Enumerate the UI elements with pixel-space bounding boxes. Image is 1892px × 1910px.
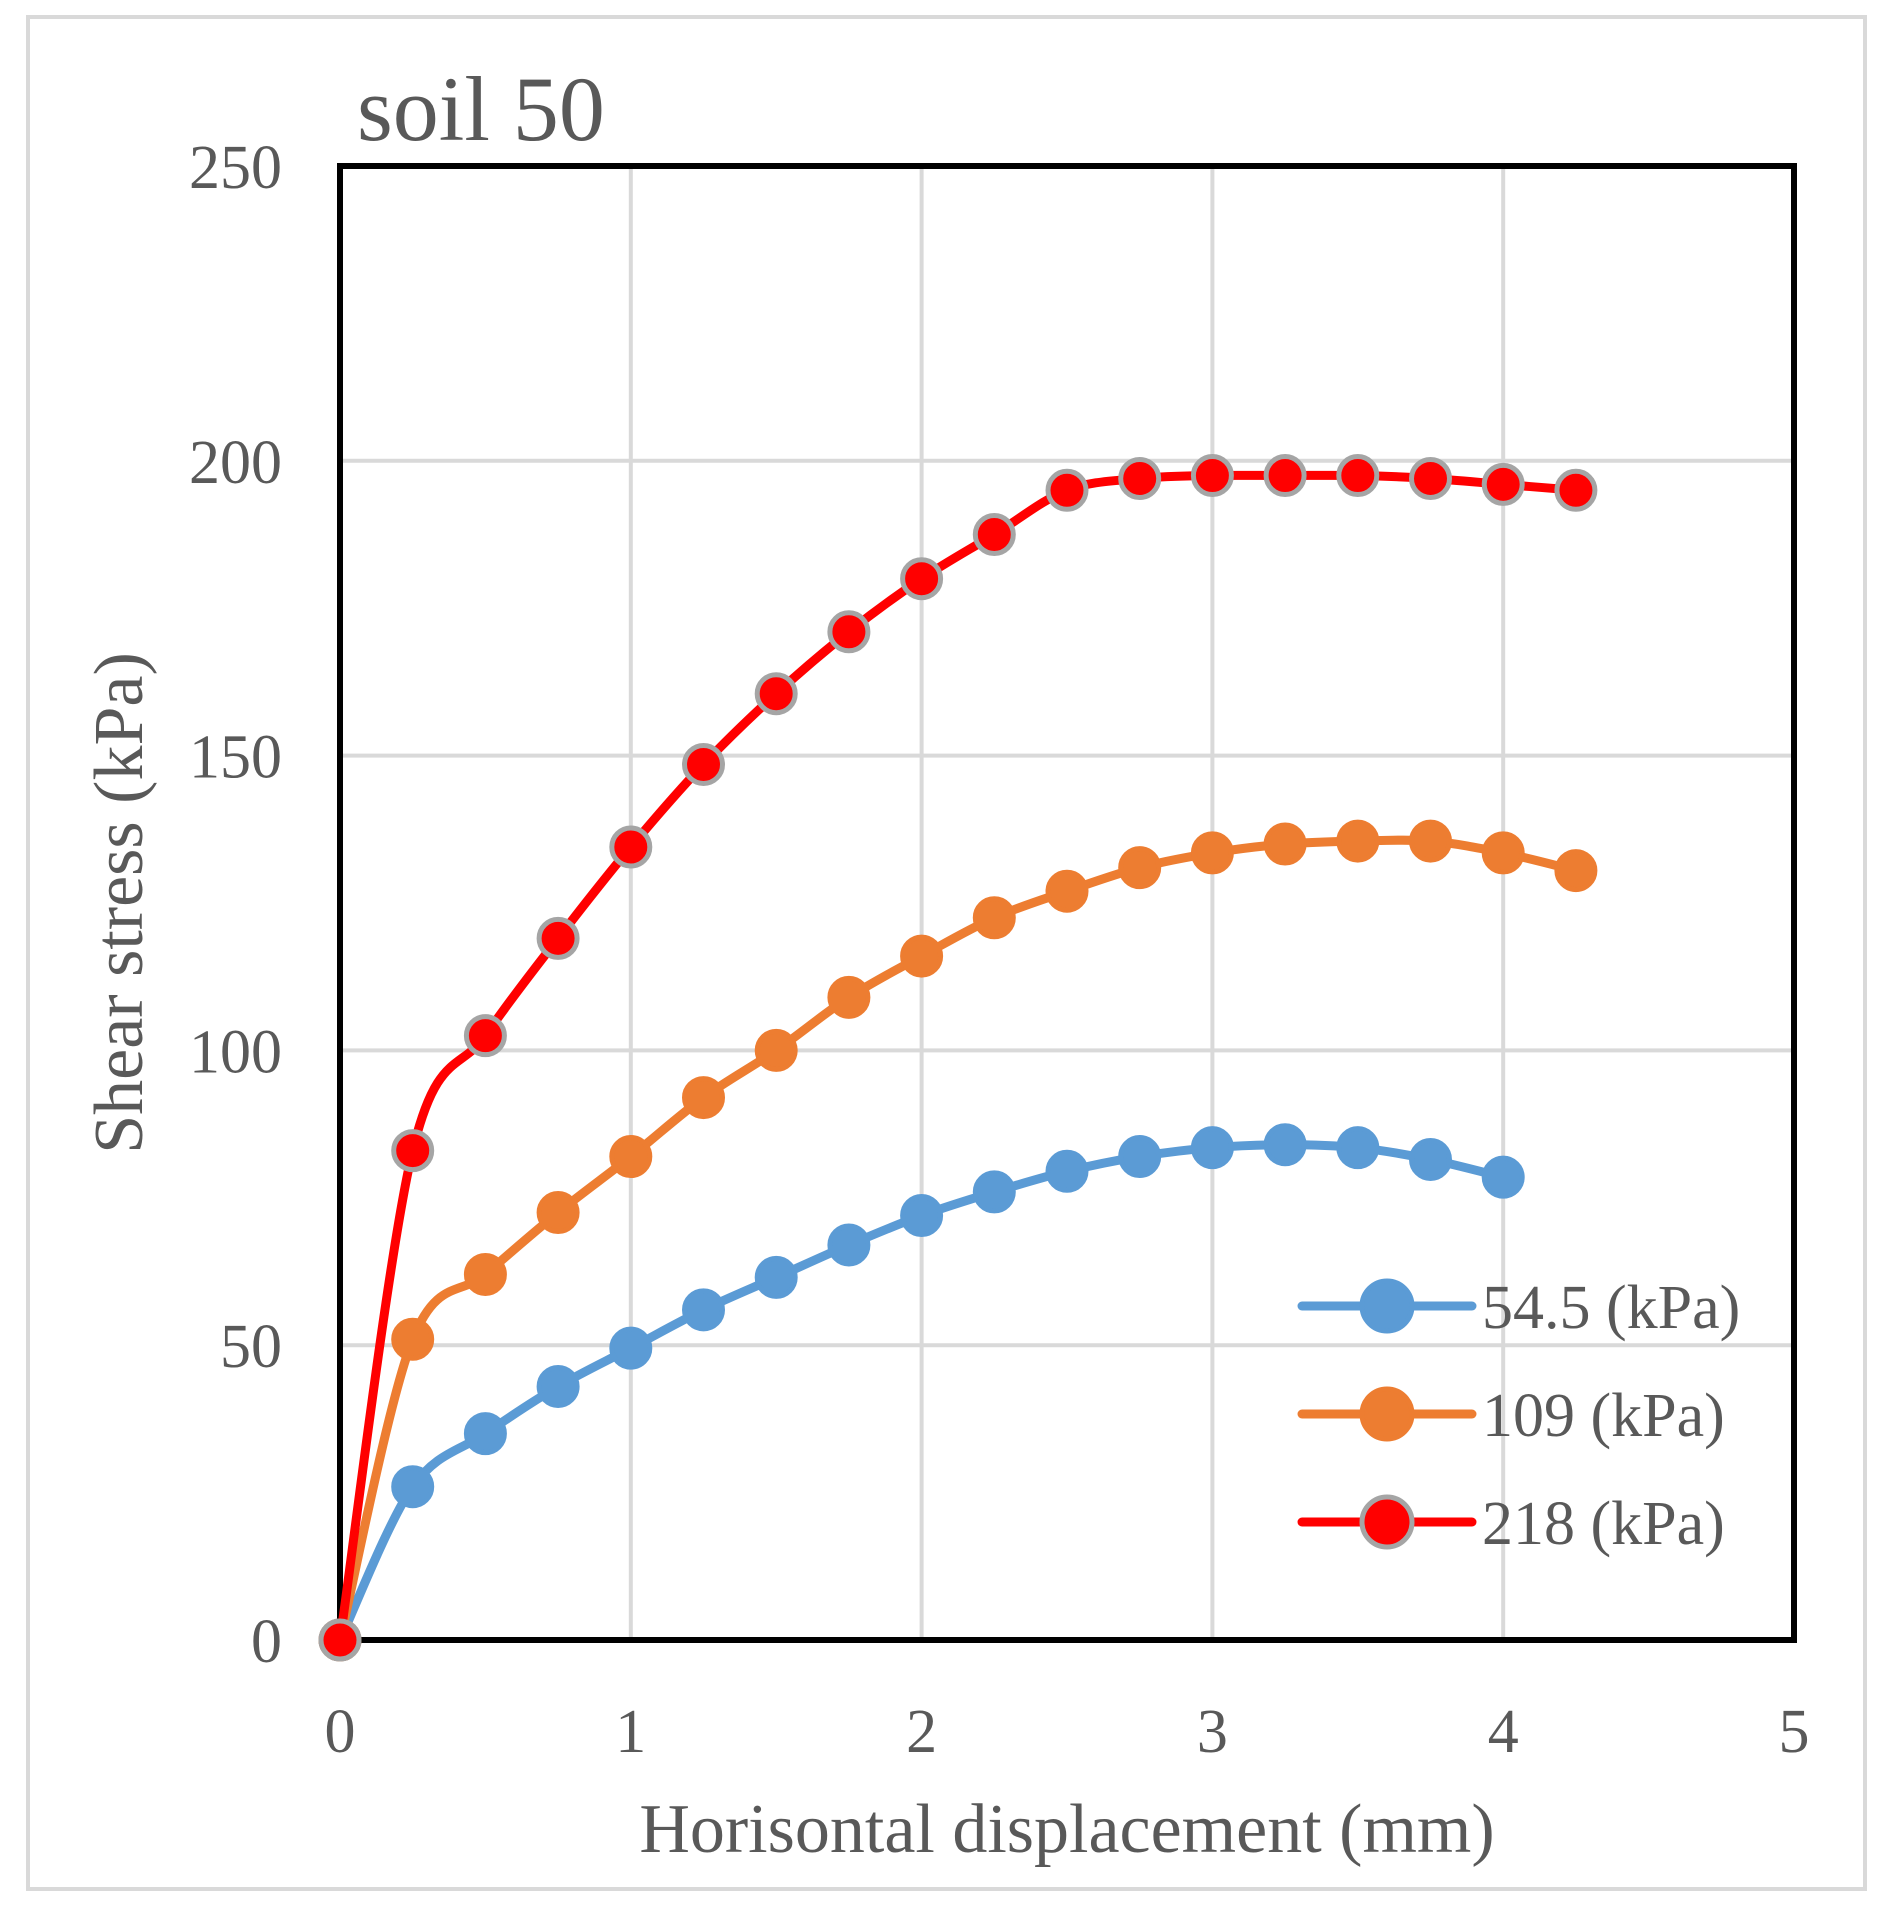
y-tick-label: 100 bbox=[189, 1018, 282, 1086]
data-point bbox=[900, 934, 944, 978]
legend-label: 109 (kPa) bbox=[1482, 1382, 1725, 1450]
data-point bbox=[1263, 822, 1307, 866]
plot-area-border bbox=[337, 163, 1797, 1643]
data-point bbox=[536, 916, 580, 960]
series-1 bbox=[318, 819, 1598, 1662]
data-point bbox=[463, 1412, 507, 1456]
legend-entry-1: 109 (kPa) bbox=[1297, 1382, 1725, 1450]
data-point bbox=[754, 1255, 798, 1299]
data-point bbox=[1045, 468, 1089, 512]
data-point bbox=[1045, 1149, 1089, 1193]
data-point bbox=[1336, 1126, 1380, 1170]
data-point bbox=[1409, 456, 1452, 500]
data-point bbox=[1481, 1155, 1525, 1199]
data-point bbox=[1118, 846, 1162, 890]
data-point bbox=[463, 1014, 507, 1058]
series-group bbox=[318, 454, 1598, 1662]
chart-title: soil 50 bbox=[357, 58, 605, 160]
x-tick-label: 2 bbox=[906, 1698, 937, 1766]
data-point bbox=[318, 1618, 362, 1662]
x-tick-label: 3 bbox=[1197, 1698, 1228, 1766]
data-point bbox=[1190, 1126, 1234, 1170]
x-tick-label: 0 bbox=[325, 1698, 356, 1766]
data-point bbox=[1554, 468, 1598, 512]
data-point bbox=[1409, 1137, 1452, 1181]
data-point bbox=[391, 1317, 435, 1361]
data-point bbox=[682, 742, 725, 786]
x-tick-label: 4 bbox=[1488, 1698, 1519, 1766]
data-point bbox=[972, 1170, 1016, 1214]
x-tick-label: 1 bbox=[615, 1698, 646, 1766]
data-point bbox=[754, 672, 798, 716]
gridlines bbox=[340, 166, 1794, 1640]
data-point bbox=[900, 1193, 944, 1237]
data-point bbox=[609, 1326, 653, 1370]
data-point bbox=[827, 1223, 871, 1267]
y-axis-title: Shear stress (kPa) bbox=[81, 652, 158, 1154]
series-2 bbox=[318, 454, 1598, 1662]
data-point bbox=[1190, 831, 1234, 875]
data-point bbox=[609, 1135, 653, 1179]
data-point bbox=[1263, 454, 1307, 498]
y-tick-label: 250 bbox=[189, 134, 282, 202]
legend-entry-2: 218 (kPa) bbox=[1297, 1490, 1725, 1558]
data-point bbox=[463, 1252, 507, 1296]
figure-border bbox=[26, 15, 1867, 1891]
data-point bbox=[1554, 849, 1598, 893]
data-point bbox=[1118, 456, 1162, 500]
data-point bbox=[536, 1191, 580, 1235]
legend-label: 54.5 (kPa) bbox=[1482, 1274, 1740, 1342]
legend-marker bbox=[1359, 1278, 1415, 1334]
data-point bbox=[827, 975, 871, 1019]
y-tick-label: 150 bbox=[189, 724, 282, 792]
y-tick-label: 0 bbox=[251, 1608, 282, 1676]
data-point bbox=[1045, 869, 1089, 913]
data-point bbox=[1118, 1135, 1162, 1179]
data-point bbox=[1481, 831, 1525, 875]
legend: 54.5 (kPa) 109 (kPa) 218 (kPa) bbox=[1297, 1274, 1740, 1558]
data-point bbox=[827, 610, 871, 654]
legend-marker bbox=[1359, 1386, 1415, 1442]
data-point bbox=[609, 825, 653, 869]
data-point bbox=[1336, 819, 1380, 863]
legend-entry-0: 54.5 (kPa) bbox=[1297, 1274, 1740, 1342]
data-point bbox=[1481, 462, 1525, 506]
data-point bbox=[1409, 819, 1452, 863]
x-tick-label: 5 bbox=[1779, 1698, 1810, 1766]
data-point bbox=[1263, 1123, 1307, 1167]
data-point bbox=[1336, 454, 1380, 498]
data-point bbox=[900, 557, 944, 601]
data-point bbox=[682, 1076, 725, 1120]
legend-marker bbox=[1359, 1494, 1415, 1550]
y-tick-label: 200 bbox=[189, 429, 282, 497]
data-point bbox=[536, 1364, 580, 1408]
data-point bbox=[754, 1028, 798, 1072]
data-point bbox=[682, 1288, 725, 1332]
x-axis-title: Horisontal displacement (mm) bbox=[639, 1791, 1494, 1868]
data-point bbox=[972, 513, 1016, 556]
data-point bbox=[1190, 454, 1234, 498]
data-point bbox=[972, 896, 1016, 940]
data-point bbox=[391, 1129, 435, 1173]
data-point bbox=[391, 1465, 435, 1509]
y-tick-label: 50 bbox=[220, 1313, 282, 1381]
legend-label: 218 (kPa) bbox=[1482, 1490, 1725, 1558]
